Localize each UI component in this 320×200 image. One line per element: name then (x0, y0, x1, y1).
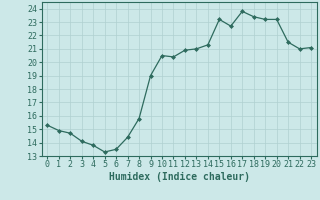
X-axis label: Humidex (Indice chaleur): Humidex (Indice chaleur) (109, 172, 250, 182)
